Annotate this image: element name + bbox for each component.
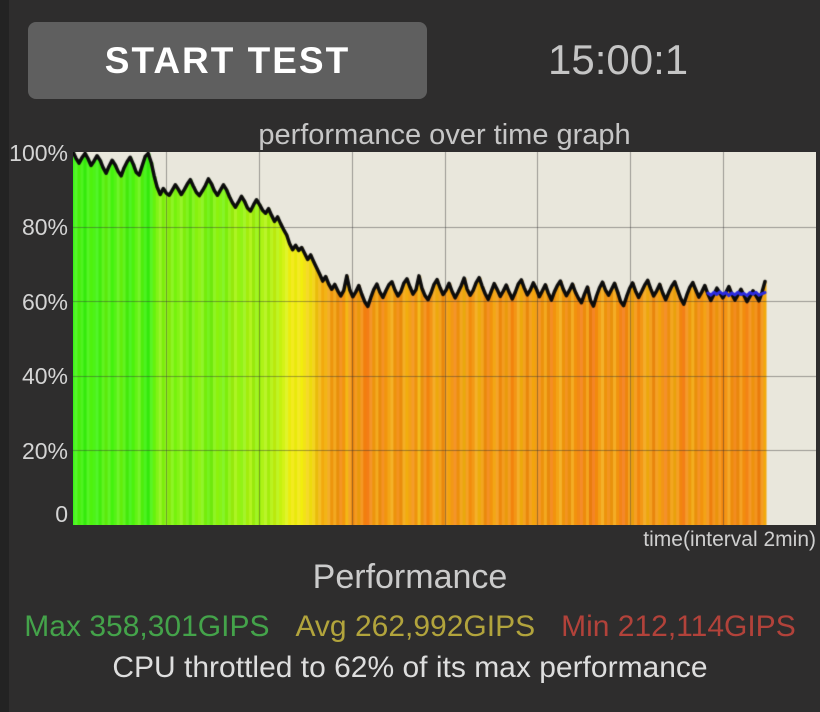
- stat-avg: Avg 262,992GIPS: [295, 610, 535, 644]
- stat-max: Max 358,301GIPS: [24, 610, 269, 644]
- y-tick-100: 100%: [9, 140, 68, 166]
- stat-avg-label: Avg: [295, 610, 347, 643]
- stat-min: Min 212,114GIPS: [561, 610, 796, 644]
- performance-heading: Performance: [312, 558, 508, 596]
- stat-min-value: 212,114GIPS: [617, 610, 796, 643]
- stat-avg-value: 262,992GIPS: [354, 610, 536, 643]
- stat-min-label: Min: [561, 610, 610, 643]
- left-edge-strip: [0, 0, 9, 712]
- x-axis-label: time(interval 2min): [643, 528, 816, 551]
- chart-title: performance over time graph: [258, 119, 631, 151]
- throttle-summary: CPU throttled to 62% of its max performa…: [112, 651, 708, 684]
- y-tick-0: 0: [55, 501, 68, 527]
- results-block: Performance Max 358,301GIPS Avg 262,992G…: [0, 558, 820, 685]
- y-tick-80: 80%: [21, 214, 68, 240]
- start-test-button[interactable]: START TEST: [28, 22, 427, 99]
- y-tick-20: 20%: [21, 438, 68, 464]
- y-tick-40: 40%: [21, 363, 68, 389]
- timer-readout: 15:00:1: [548, 36, 689, 83]
- stat-max-value: 358,301GIPS: [89, 610, 270, 643]
- y-tick-60: 60%: [21, 289, 68, 315]
- stats-row: Max 358,301GIPS Avg 262,992GIPS Min 212,…: [0, 610, 820, 644]
- stat-max-label: Max: [24, 610, 81, 643]
- performance-chart-canvas: [73, 152, 816, 525]
